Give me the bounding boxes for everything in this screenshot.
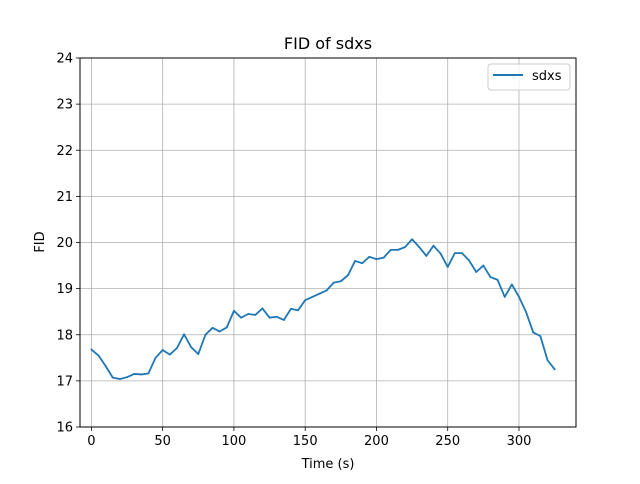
data-point [176, 347, 178, 350]
y-tick-label: 17 [56, 374, 73, 389]
data-point [361, 262, 364, 265]
data-point [254, 314, 257, 316]
data-point [525, 311, 528, 314]
data-point [161, 349, 164, 351]
data-point [432, 244, 435, 247]
legend-label: sdxs [532, 69, 562, 84]
data-point [461, 252, 463, 255]
data-point [354, 260, 356, 262]
legend-box [487, 63, 571, 91]
data-point [290, 308, 292, 310]
data-point [468, 259, 471, 262]
data-point [154, 356, 157, 359]
y-tick-label: 23 [56, 98, 73, 113]
data-point [325, 289, 328, 292]
ticks: 0 50 100 150 200 250 300 16 17 18 19 20 21 22 23 24 [56, 52, 531, 450]
data-point [382, 256, 385, 259]
data-point [268, 316, 271, 319]
y-axis-label: FID [33, 231, 48, 252]
data-point [482, 264, 485, 267]
data-point [539, 335, 542, 338]
data-point [546, 359, 549, 362]
data-point [375, 258, 378, 261]
y-tick-label: 21 [56, 190, 73, 205]
data-point [404, 246, 406, 249]
data-point [439, 252, 442, 255]
data-point [368, 255, 371, 258]
data-point [111, 376, 114, 379]
data-point [261, 307, 264, 310]
data-point [532, 331, 535, 334]
y-tick-label: 24 [56, 52, 73, 67]
chart-title: FID of sdxs [284, 34, 372, 53]
data-point [90, 348, 93, 351]
data-point [396, 248, 399, 251]
data-point [411, 238, 413, 241]
data-point [168, 353, 171, 356]
y-tick-label: 22 [56, 144, 73, 159]
data-point [553, 368, 556, 371]
data-point [190, 346, 193, 349]
data-point [304, 299, 307, 302]
data-point [297, 309, 299, 312]
x-tick-label: 200 [364, 434, 389, 449]
data-point [453, 252, 456, 255]
data-point [225, 326, 228, 329]
series-line-sdxs [90, 238, 556, 380]
data-point [446, 266, 449, 268]
data-point [183, 333, 185, 336]
data-point [104, 365, 107, 368]
data-point [247, 313, 250, 315]
data-point [418, 246, 421, 249]
data-point [147, 372, 150, 375]
data-point [204, 333, 207, 336]
data-point [332, 281, 335, 284]
data-point [233, 309, 235, 312]
data-point [475, 271, 478, 273]
y-tick-label: 19 [56, 282, 73, 297]
x-tick-label: 300 [507, 434, 532, 449]
x-tick-label: 150 [293, 434, 318, 449]
x-tick-label: 250 [435, 434, 460, 449]
data-point [119, 378, 121, 380]
data-point [211, 326, 214, 329]
data-point [496, 278, 499, 281]
data-point [518, 296, 520, 298]
series-layer [90, 238, 556, 380]
data-point [311, 296, 314, 298]
data-point [318, 292, 321, 295]
data-point [347, 274, 349, 277]
data-point [510, 283, 513, 286]
data-point [275, 315, 278, 318]
x-tick-label: 100 [222, 434, 247, 449]
data-point [503, 296, 506, 298]
data-point [140, 373, 143, 376]
data-point [489, 276, 492, 278]
y-tick-label: 16 [56, 421, 73, 436]
x-tick-label: 50 [154, 434, 171, 449]
data-point [389, 248, 392, 251]
x-tick-label: 0 [87, 434, 95, 449]
data-point [126, 376, 128, 379]
data-point [339, 280, 342, 283]
x-axis-label: Time (s) [301, 457, 355, 472]
data-point [133, 373, 136, 375]
data-point [425, 254, 428, 257]
data-point [240, 316, 242, 319]
legend: sdxs [487, 63, 571, 91]
y-tick-label: 18 [56, 328, 73, 343]
data-point [282, 319, 285, 321]
data-point [97, 354, 100, 357]
data-point [197, 353, 200, 356]
data-point [218, 330, 221, 333]
y-tick-label: 20 [56, 236, 73, 251]
